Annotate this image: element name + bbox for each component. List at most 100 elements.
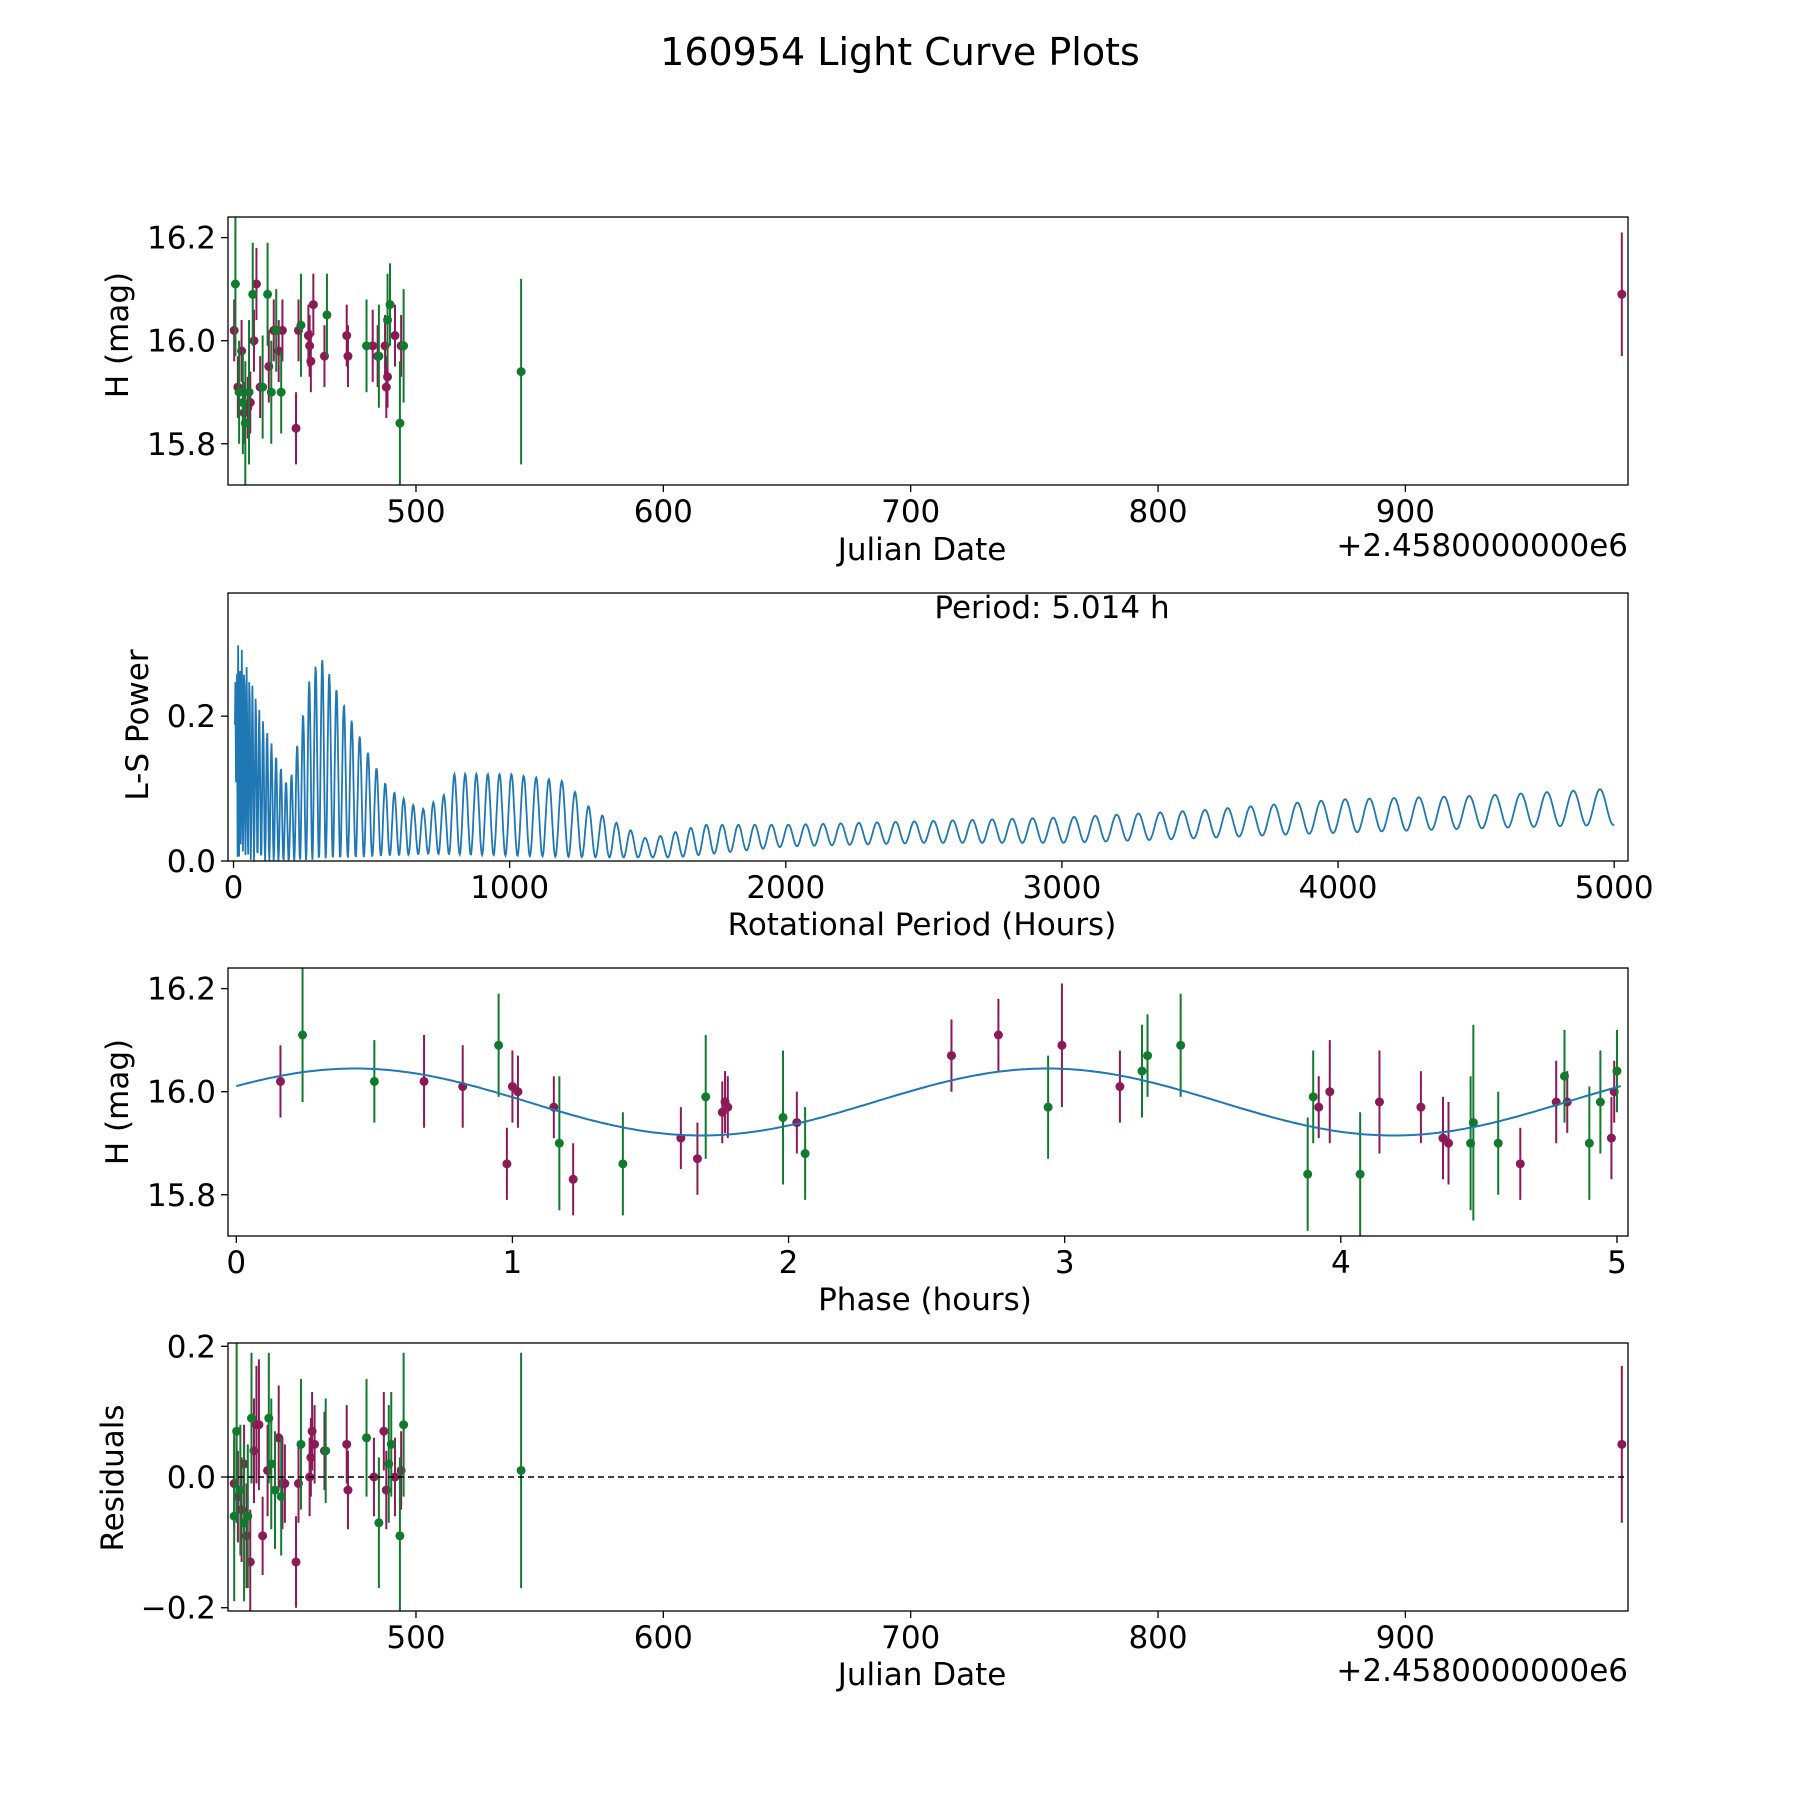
- lightcurve-band_g-point: [395, 418, 405, 428]
- residuals-xlabel: Julian Date: [836, 1657, 1007, 1693]
- lightcurve-panel: H (mag) Julian Date +2.4580000000e6: [100, 272, 1628, 568]
- phased-band_r-point: [568, 1174, 578, 1184]
- residuals-band_r-point: [263, 1465, 273, 1475]
- residuals-band_g-point: [374, 1518, 384, 1528]
- lightcurve-ytick-label: 16.2: [147, 221, 216, 257]
- phased-band_r-point: [419, 1076, 429, 1086]
- lightcurve-band_g-point: [263, 289, 273, 299]
- phased-band_g-point: [1043, 1102, 1053, 1112]
- periodogram-xtick-label: 4000: [1299, 870, 1378, 906]
- residuals-band_r-point: [254, 1420, 264, 1430]
- lightcurve-band_g-point: [385, 300, 395, 310]
- periodogram-line: [234, 645, 1615, 861]
- residuals-band_g-point: [232, 1426, 242, 1436]
- lightcurve-band_r-point: [229, 325, 239, 335]
- lightcurve-plot-area: [229, 217, 1627, 485]
- lightcurve-ytick-label: 16.0: [147, 324, 216, 360]
- lightcurve-band_g-point: [516, 367, 526, 377]
- residuals-axes: 500 600 700 800 900 −0.2 0.0 0.2: [141, 1329, 1629, 1656]
- lightcurve-band_g-point: [322, 310, 332, 320]
- lightcurve-frame: [227, 216, 1629, 486]
- periodogram-frame: [227, 592, 1629, 862]
- residuals-band_r-point: [291, 1557, 301, 1567]
- residuals-band_g-point: [386, 1439, 396, 1449]
- residuals-panel: Residuals Julian Date +2.4580000000e6: [95, 1404, 1628, 1693]
- lightcurve-band_g-point: [234, 387, 244, 397]
- phased-band_g-point: [1584, 1138, 1594, 1148]
- phased-band_r-point: [1515, 1159, 1525, 1169]
- period-annotation: Period: 5.014 h: [934, 590, 1169, 626]
- phased-band_g-point: [1595, 1097, 1605, 1107]
- residuals-xtick-label: 500: [386, 1620, 445, 1656]
- lightcurve-band_r-point: [291, 423, 301, 433]
- phased-xtick-label: 3: [1055, 1245, 1075, 1281]
- phased-band_g-point: [554, 1138, 564, 1148]
- phased-band_g-point: [701, 1092, 711, 1102]
- residuals-band_r-point: [306, 1452, 316, 1462]
- lightcurve-band_r-point: [1617, 289, 1627, 299]
- lightcurve-xtick-label: 700: [881, 494, 940, 530]
- phased-band_r-point: [1057, 1040, 1067, 1050]
- phased-xtick-label: 2: [779, 1245, 799, 1281]
- residuals-band_r-point: [310, 1439, 320, 1449]
- periodogram-ytick-label: 0.2: [167, 699, 216, 735]
- phased-model-curve: [236, 1067, 1622, 1137]
- lightcurve-band_r-point: [368, 341, 378, 351]
- residuals-band_r-point: [379, 1426, 389, 1436]
- residuals-band_g-point: [266, 1459, 276, 1469]
- phased-band_r-point: [1606, 1133, 1616, 1143]
- residuals-plot-area: [228, 1343, 1628, 1611]
- lightcurve-band_g-point: [276, 387, 286, 397]
- lightcurve-band_g-point: [258, 382, 268, 392]
- phased-band_g-point: [1303, 1169, 1313, 1179]
- lightcurve-band_r-point: [342, 331, 352, 341]
- lightcurve-band_g-point: [248, 289, 258, 299]
- residuals-ylabel: Residuals: [95, 1404, 131, 1551]
- phased-band_g-point: [1176, 1040, 1186, 1050]
- residuals-xtick-label: 600: [634, 1620, 693, 1656]
- periodogram-xtick-label: 1000: [470, 870, 549, 906]
- periodogram-axes: 0 1000 2000 3000 4000 5000 0.0 0.2: [167, 592, 1654, 906]
- phased-xtick-label: 4: [1331, 1245, 1351, 1281]
- phased-band_r-point: [502, 1159, 512, 1169]
- phased-band_g-point: [369, 1076, 379, 1086]
- lightcurve-band_g-point: [296, 320, 306, 330]
- lightcurve-ylabel: H (mag): [100, 272, 136, 398]
- periodogram-panel: L-S Power Rotational Period (Hours) Peri…: [120, 590, 1170, 943]
- phased-band_r-point: [692, 1154, 702, 1164]
- lightcurve-band_g-point: [266, 387, 276, 397]
- lightcurve-band_r-point: [381, 382, 391, 392]
- phased-band_g-point: [1355, 1169, 1365, 1179]
- lightcurve-band_r-point: [251, 279, 261, 289]
- phased-band_r-point: [993, 1030, 1003, 1040]
- lightcurve-band_r-point: [249, 336, 259, 346]
- phased-xlabel: Phase (hours): [818, 1282, 1032, 1318]
- phased-panel: H (mag) Phase (hours): [100, 1039, 1032, 1318]
- residuals-band_g-point: [276, 1492, 286, 1502]
- phased-plot-area: [236, 968, 1622, 1236]
- phased-band_g-point: [1137, 1066, 1147, 1076]
- residuals-band_r-point: [390, 1472, 400, 1482]
- periodogram-ylabel: L-S Power: [120, 649, 156, 800]
- phased-band_r-point: [1314, 1102, 1324, 1112]
- lightcurve-band_r-point: [383, 372, 393, 382]
- phased-band_r-point: [1444, 1138, 1454, 1148]
- lightcurve-band_r-point: [390, 331, 400, 341]
- residuals-band_g-point: [399, 1420, 409, 1430]
- lightcurve-band_g-point: [362, 341, 372, 351]
- lightcurve-band_g-point: [399, 341, 409, 351]
- phased-band_g-point: [1493, 1138, 1503, 1148]
- residuals-band_g-point: [516, 1465, 526, 1475]
- phased-band_g-point: [618, 1159, 628, 1169]
- phased-ylabel: H (mag): [100, 1039, 136, 1165]
- lightcurve-band_g-point: [271, 325, 281, 335]
- residuals-band_g-point: [362, 1433, 372, 1443]
- residuals-band_r-point: [280, 1479, 290, 1489]
- periodogram-ytick-label: 0.0: [167, 844, 216, 880]
- phased-band_r-point: [1416, 1102, 1426, 1112]
- lightcurve-band_r-point: [306, 356, 316, 366]
- lightcurve-xtick-label: 500: [386, 494, 445, 530]
- lightcurve-band_r-point: [277, 325, 287, 335]
- figure-title: 160954 Light Curve Plots: [660, 30, 1140, 74]
